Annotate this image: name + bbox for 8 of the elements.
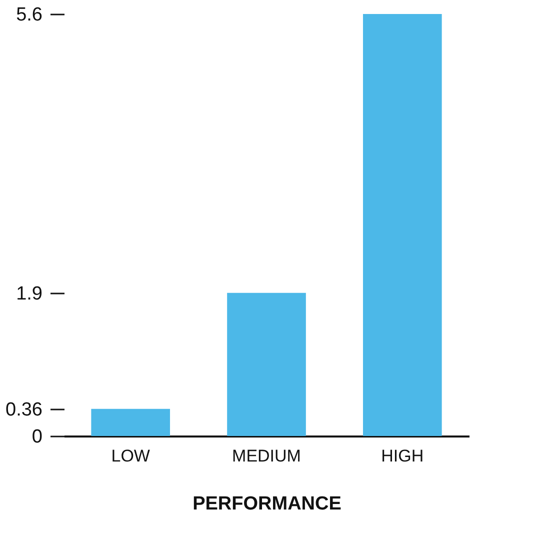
y-tick-label: 0 <box>32 426 42 448</box>
x-tick-label: LOW <box>111 446 150 466</box>
y-tick-label: 5.6 <box>16 4 42 26</box>
y-tick-label: 0.36 <box>6 399 42 420</box>
x-tick-label: MEDIUM <box>232 446 301 466</box>
x-tick-label: HIGH <box>381 446 424 466</box>
x-axis-title: PERFORMANCE <box>192 494 342 514</box>
y-tick-label: 1.9 <box>16 283 42 304</box>
